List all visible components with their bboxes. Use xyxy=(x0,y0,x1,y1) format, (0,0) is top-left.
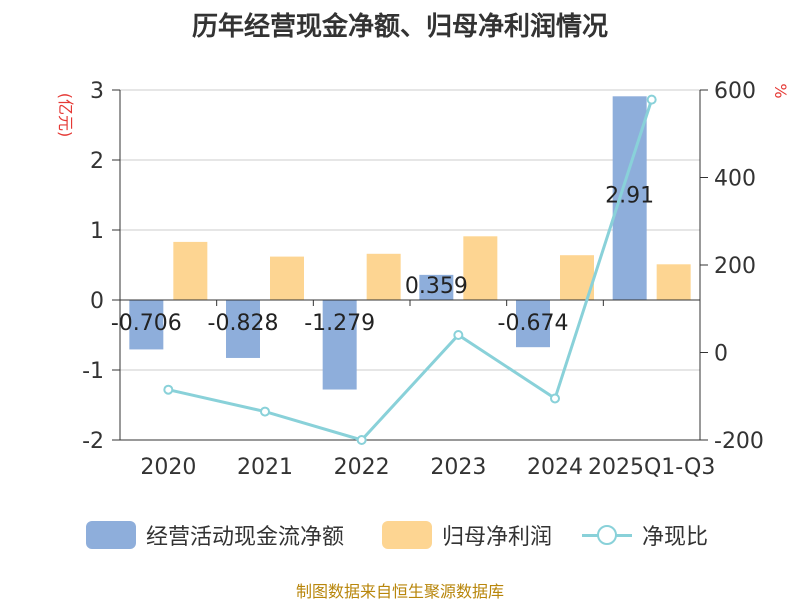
y-right-tick-label: 200 xyxy=(714,254,756,279)
y-left-tick-label: 1 xyxy=(90,219,104,244)
bar-cash-flow xyxy=(419,274,454,300)
point-cash-ratio xyxy=(453,330,464,340)
legend-swatch-cash-flow xyxy=(86,521,136,549)
data-label-cash-flow: -0.674 xyxy=(498,311,569,336)
x-tick-label: 2021 xyxy=(237,455,293,480)
chart-area: 3 2 1 0 -1 -2 600 400 200 0 -200 (亿元)% 2020 2021 2022 2… xyxy=(56,79,790,480)
y-left-tick-label: -2 xyxy=(82,429,104,454)
bar-cash-flow xyxy=(322,300,357,390)
data-source-note: 制图数据来自恒生聚源数据库 xyxy=(295,582,504,601)
point-cash-ratio xyxy=(550,393,560,404)
y-left-tick-label: 2 xyxy=(90,149,104,174)
x-tick-label: 2020 xyxy=(140,455,196,480)
data-label-cash-flow: -0.706 xyxy=(111,311,182,336)
bar-cash-flow xyxy=(516,300,550,348)
data-label-cash-flow: -1.279 xyxy=(304,311,375,336)
data-label-cash-flow: 0.359 xyxy=(405,274,468,299)
x-tick-label: 2025Q1-Q3 xyxy=(588,455,715,480)
point-cash-ratio xyxy=(646,94,657,105)
x-tick-label: 2024 xyxy=(527,455,583,480)
bar-net-profit xyxy=(463,236,498,300)
legend-swatch-net-profit xyxy=(382,521,432,549)
legend-item-cash-flow[interactable]: 经营活动现金流净额 xyxy=(86,518,344,552)
bar-cash-flow xyxy=(226,300,260,358)
y-left-tick-label: 0 xyxy=(90,289,104,314)
x-tick-label: 2022 xyxy=(334,455,390,480)
chart-legend: 经营活动现金流净额 归母净利润 净现比 xyxy=(0,518,800,552)
point-cash-ratio xyxy=(260,406,270,417)
data-label-cash-flow: -0.828 xyxy=(208,311,279,336)
legend-item-net-profit[interactable]: 归母净利润 xyxy=(382,518,552,552)
legend-label-net-profit: 归母净利润 xyxy=(442,525,553,550)
y-right-tick-label: 0 xyxy=(714,342,728,367)
legend-swatch-cash-ratio xyxy=(582,521,632,549)
data-label-cash-flow: 2.91 xyxy=(605,183,654,208)
x-tick-label: 2023 xyxy=(430,455,486,480)
legend-label-cash-ratio: 净现比 xyxy=(642,525,709,550)
chart-title: 历年经营现金净额、归母净利润情况 xyxy=(191,12,608,42)
line-cash-ratio xyxy=(168,99,654,442)
point-cash-ratio xyxy=(356,435,367,445)
bar-net-profit xyxy=(270,256,304,300)
y-right-tick-label: 600 xyxy=(714,79,756,104)
y-right-tick-label: -200 xyxy=(714,429,764,454)
y-left-tick-label: -1 xyxy=(82,359,104,384)
legend-label-cash-flow: 经营活动现金流净额 xyxy=(146,525,345,550)
y-left-axis-label: (亿元) xyxy=(56,93,75,138)
point-cash-ratio xyxy=(163,384,174,395)
bar-net-profit xyxy=(366,253,401,300)
bar-cash-flow xyxy=(129,300,164,350)
y-left-tick-label: 3 xyxy=(90,79,104,104)
legend-item-cash-ratio[interactable]: 净现比 xyxy=(582,518,708,552)
bar-net-profit xyxy=(173,241,208,300)
bar-net-profit xyxy=(656,264,691,300)
y-right-axis-label: % xyxy=(771,83,790,98)
y-right-tick-label: 400 xyxy=(714,167,756,192)
